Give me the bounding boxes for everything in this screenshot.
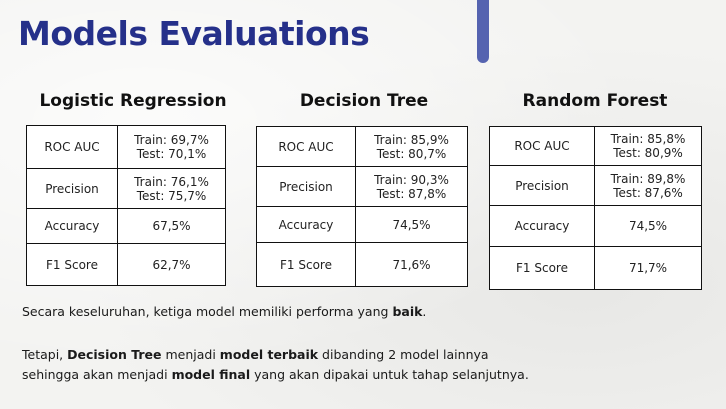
metric-value: 62,7% — [117, 243, 226, 286]
train-value: Train: 69,7% — [134, 133, 209, 147]
summary-emphasis: baik — [392, 304, 423, 319]
metric-label: Precision — [26, 168, 118, 209]
table-row: F1 Score 71,7% — [489, 246, 702, 290]
metric-label: F1 Score — [26, 243, 118, 286]
summary-paragraph-2: Tetapi, Decision Tree menjadi model terb… — [22, 345, 529, 385]
table-row: F1 Score 71,6% — [256, 242, 468, 287]
summary-text: dibanding 2 model lainnya — [318, 347, 489, 362]
table-row: Precision Train: 90,3% Test: 87,8% — [256, 166, 468, 207]
metric-label: ROC AUC — [256, 126, 356, 167]
table-row: Accuracy 74,5% — [489, 205, 702, 247]
train-value: Train: 90,3% — [374, 172, 449, 187]
metric-value: Train: 90,3% Test: 87,8% — [355, 166, 468, 207]
metric-value: Train: 69,7% Test: 70,1% — [117, 125, 226, 169]
metric-value: Train: 89,8% Test: 87,6% — [594, 165, 702, 206]
summary-text: . — [422, 304, 427, 319]
table-row: Precision Train: 76,1% Test: 75,7% — [26, 168, 226, 209]
metric-label: ROC AUC — [26, 125, 118, 169]
summary-text: sehingga akan menjadi — [22, 367, 172, 382]
summary-text: yang akan dipakai untuk tahap selanjutny… — [250, 367, 529, 382]
test-value: Test: 80,9% — [613, 146, 683, 160]
table-row: ROC AUC Train: 85,9% Test: 80,7% — [256, 126, 468, 167]
table-row: ROC AUC Train: 85,8% Test: 80,9% — [489, 126, 702, 166]
accent-bar — [477, 0, 489, 63]
train-value: Train: 89,8% — [610, 171, 686, 186]
metrics-table-decision-tree: ROC AUC Train: 85,9% Test: 80,7% Precisio… — [256, 126, 468, 287]
metrics-table-random-forest: ROC AUC Train: 85,8% Test: 80,9% Precisio… — [489, 126, 702, 290]
summary-text: menjadi — [161, 347, 220, 362]
metric-value: 74,5% — [355, 206, 468, 243]
model-title-random-forest: Random Forest — [522, 91, 668, 111]
metric-value: Train: 76,1% Test: 75,7% — [117, 168, 226, 209]
page-title: Models Evaluations — [18, 14, 370, 53]
metric-label: F1 Score — [489, 246, 595, 290]
table-row: Precision Train: 89,8% Test: 87,6% — [489, 165, 702, 206]
metric-label: Accuracy — [26, 208, 118, 244]
summary-emphasis: Decision Tree — [67, 347, 162, 362]
summary-text: Tetapi, — [22, 347, 68, 362]
test-value: Test: 70,1% — [136, 147, 207, 161]
metric-value: 71,7% — [594, 246, 702, 290]
summary-emphasis: model terbaik — [219, 347, 319, 362]
train-value: Train: 85,9% — [374, 132, 449, 147]
test-value: Test: 87,6% — [613, 185, 683, 200]
summary-text: Secara keseluruhan, ketiga model memilik… — [22, 304, 393, 319]
train-value: Train: 76,1% — [134, 174, 209, 189]
metric-label: Accuracy — [256, 206, 356, 243]
model-title-logistic-regression: Logistic Regression — [39, 91, 227, 111]
test-value: Test: 87,8% — [376, 186, 447, 201]
metric-value: 71,6% — [355, 242, 468, 287]
metric-value: Train: 85,9% Test: 80,7% — [355, 126, 468, 167]
summary-paragraph-1: Secara keseluruhan, ketiga model memilik… — [22, 302, 426, 322]
model-title-decision-tree: Decision Tree — [299, 91, 429, 111]
metric-value: 74,5% — [594, 205, 702, 247]
metric-value: Train: 85,8% Test: 80,9% — [594, 126, 702, 166]
test-value: Test: 75,7% — [136, 188, 207, 203]
metric-value: 67,5% — [117, 208, 226, 244]
metrics-table-logistic-regression: ROC AUC Train: 69,7% Test: 70,1% Precisio… — [26, 125, 226, 286]
train-value: Train: 85,8% — [610, 132, 686, 146]
metric-label: F1 Score — [256, 242, 356, 287]
test-value: Test: 80,7% — [376, 146, 447, 161]
summary-emphasis: model final — [171, 367, 251, 382]
table-row: ROC AUC Train: 69,7% Test: 70,1% — [26, 125, 226, 169]
metric-label: Accuracy — [489, 205, 595, 247]
table-row: F1 Score 62,7% — [26, 243, 226, 286]
table-row: Accuracy 74,5% — [256, 206, 468, 243]
metric-label: Precision — [489, 165, 595, 206]
metric-label: ROC AUC — [489, 126, 595, 166]
metric-label: Precision — [256, 166, 356, 207]
table-row: Accuracy 67,5% — [26, 208, 226, 244]
